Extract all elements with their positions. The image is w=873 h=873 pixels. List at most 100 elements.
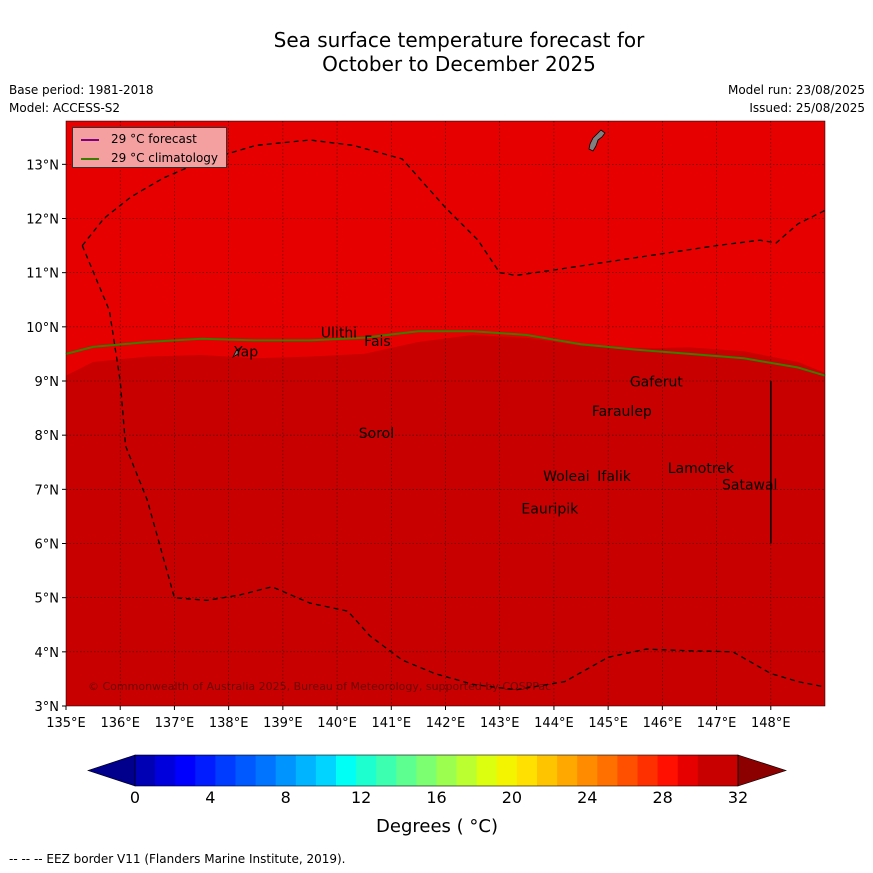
lon-tick-label: 144°E	[534, 716, 574, 731]
eez-border-south	[81, 245, 826, 691]
colorbar-segment	[577, 755, 598, 786]
lat-tick-label: 10°N	[26, 321, 59, 336]
colorbar-segment	[717, 755, 739, 786]
yap-island	[232, 346, 241, 359]
colorbar-segment	[235, 755, 257, 786]
lat-tick-label: 13°N	[26, 158, 59, 173]
lon-tick-label: 136°E	[100, 716, 140, 731]
place-label: Fais	[364, 334, 391, 350]
footer-note: -- -- -- EEZ border V11 (Flanders Marine…	[9, 852, 346, 866]
place-label: Ulithi	[321, 326, 357, 342]
meta-left: Base period: 1981-2018 Model: ACCESS-S2	[9, 81, 154, 117]
lon-tick-label: 145°E	[588, 716, 628, 731]
colorbar-segment	[195, 755, 216, 786]
colorbar-tick-label: 28	[652, 788, 672, 807]
issued-date: Issued: 25/08/2025	[749, 101, 865, 115]
colorbar-segment	[215, 755, 236, 786]
lon-tick-label: 148°E	[751, 716, 791, 731]
colorbar-segment	[456, 755, 478, 786]
lat-tick-label: 8°N	[35, 429, 60, 444]
lat-tick-label: 9°N	[35, 375, 60, 390]
colorbar-low-extend	[87, 754, 136, 787]
lat-tick-label: 3°N	[35, 700, 60, 715]
colorbar-high-extend	[737, 754, 787, 787]
forecast-line-swatch	[81, 138, 99, 141]
legend-forecast-label: 29 °C forecast	[111, 132, 197, 146]
lat-tick-label: 11°N	[26, 267, 59, 282]
place-label: Sorol	[359, 426, 394, 442]
place-label: Satawal	[722, 477, 777, 493]
lat-tick-label: 6°N	[35, 538, 60, 553]
lon-tick-label: 147°E	[697, 716, 737, 731]
place-label: Yap	[233, 345, 258, 361]
lat-tick-label: 4°N	[35, 646, 60, 661]
model-name: Model: ACCESS-S2	[9, 101, 121, 115]
colorbar: 0 4 8 12 16 20 24 28 32 Degrees ( °C)	[87, 754, 787, 837]
chart-title: Sea surface temperature forecast for Oct…	[0, 28, 873, 76]
colorbar-title: Degrees ( °C)	[376, 816, 498, 837]
colorbar-segment	[537, 755, 558, 786]
place-label: Gaferut	[630, 374, 684, 390]
colorbar-tick-label: 12	[351, 788, 371, 807]
colorbar-segment	[476, 755, 498, 786]
colorbar-tick-label: 24	[577, 788, 597, 807]
colorbar-segment	[617, 755, 638, 786]
colorbar-segment	[356, 755, 377, 786]
place-label: Woleai	[543, 469, 590, 485]
colorbar-frame	[134, 754, 739, 787]
colorbar-segment	[597, 755, 618, 786]
lon-tick-label: 135°E	[46, 716, 86, 731]
lat-tick-label: 7°N	[35, 483, 60, 498]
legend-climatology: 29 °C climatology	[81, 149, 218, 167]
map-axes: 135°E 136°E 137°E 138°E 139°E 140°E 141°E 142°E…	[26, 120, 826, 731]
colorbar-segment	[677, 755, 699, 786]
eez-border-north	[81, 139, 826, 277]
lon-tick-label: 146°E	[643, 716, 683, 731]
colorbar-segment	[275, 755, 297, 786]
colorbar-segment	[416, 755, 437, 786]
meta-right: Model run: 23/08/2025 Issued: 25/08/2025	[728, 81, 865, 117]
colorbar-tick-label: 32	[728, 788, 748, 807]
colorbar-tick-label: 20	[502, 788, 522, 807]
colorbar-segment	[295, 755, 317, 786]
colorbar-segment	[557, 755, 578, 786]
lon-tick-label: 140°E	[317, 716, 357, 731]
colorbar-segment	[396, 755, 417, 786]
climatology-line-swatch	[81, 157, 99, 160]
colorbar-segment	[255, 755, 277, 786]
lat-tick-label: 12°N	[26, 213, 59, 228]
lon-tick-label: 137°E	[155, 716, 195, 731]
climatology-29c-line	[65, 330, 826, 377]
colorbar-segment	[697, 755, 719, 786]
legend-climatology-label: 29 °C climatology	[111, 151, 219, 165]
colorbar-segment	[436, 755, 458, 786]
colorbar-tick-label: 8	[281, 788, 291, 807]
colorbar-segment	[376, 755, 397, 786]
place-label: Faraulep	[592, 404, 652, 420]
colorbar-tick-label: 4	[205, 788, 215, 807]
colorbar-segment	[496, 755, 518, 786]
lon-tick-label: 143°E	[480, 716, 520, 731]
lon-tick-label: 139°E	[263, 716, 303, 731]
copyright-text: © Commonwealth of Australia 2025, Bureau…	[88, 680, 551, 693]
lon-tick-label: 138°E	[209, 716, 249, 731]
lat-tick-label: 5°N	[35, 592, 60, 607]
place-label: Eauripik	[521, 502, 579, 518]
colorbar-tick-label: 16	[426, 788, 446, 807]
model-run: Model run: 23/08/2025	[727, 83, 865, 97]
colorbar-segment	[155, 755, 176, 786]
colorbar-tick-label: 0	[130, 788, 140, 807]
colorbar-segment	[175, 755, 196, 786]
colorbar-segment	[135, 755, 156, 786]
lon-tick-label: 142°E	[426, 716, 466, 731]
colorbar-segment	[657, 755, 679, 786]
lon-tick-label: 141°E	[372, 716, 412, 731]
title-line-2: October to December 2025	[322, 52, 596, 76]
colorbar-segment	[315, 755, 337, 786]
plot-area: Ulithi Fais Yap Gaferut Faraulep Sorol Woleai I…	[65, 121, 826, 706]
guam-island	[588, 129, 606, 152]
title-line-1: Sea surface temperature forecast for	[273, 28, 645, 52]
base-period: Base period: 1981-2018	[9, 83, 154, 97]
colorbar-segment	[336, 755, 357, 786]
